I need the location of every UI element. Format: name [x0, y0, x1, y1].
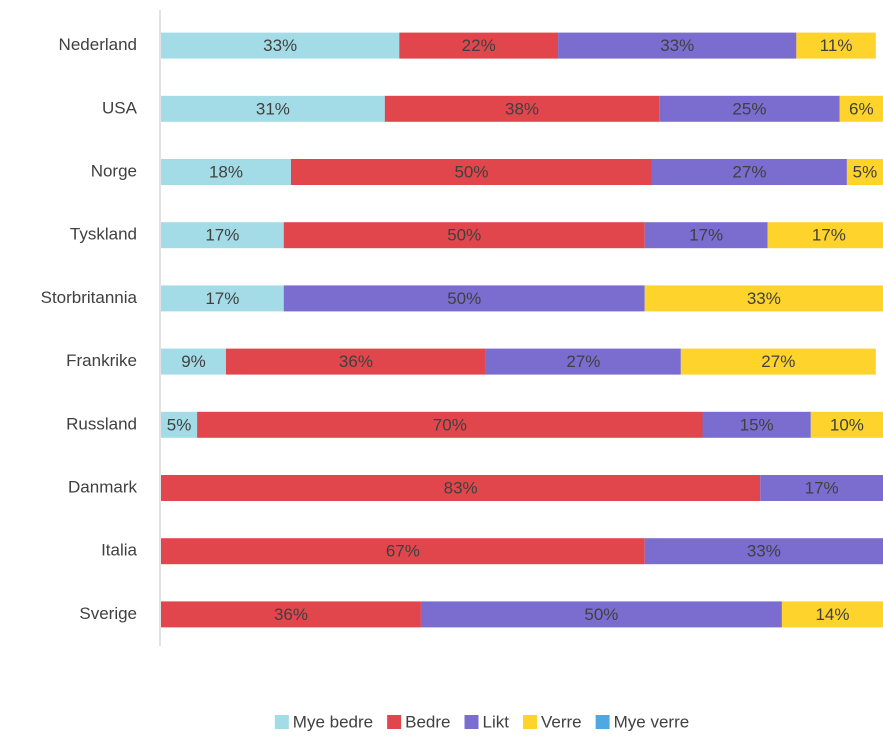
data-label: 15% [740, 415, 774, 434]
legend-swatch [274, 715, 289, 729]
y-tick-label: USA [102, 98, 138, 117]
bar-segment [420, 601, 782, 628]
bar-segment [283, 285, 645, 312]
legend-label: Mye verre [614, 712, 690, 731]
bar-segment [399, 32, 559, 59]
data-label: 50% [447, 226, 481, 245]
bar-segment [161, 32, 400, 59]
legend-swatch [595, 715, 610, 729]
data-label: 50% [454, 162, 488, 181]
y-tick-label: Storbritannia [41, 288, 138, 307]
bar-segment [767, 222, 883, 249]
legend-label: Likt [483, 712, 510, 731]
legend-label: Mye bedre [293, 712, 373, 731]
data-label: 18% [209, 162, 243, 181]
data-label: 22% [462, 36, 496, 55]
bar-segment [781, 601, 883, 628]
data-label: 33% [747, 542, 781, 561]
bar-segment [702, 411, 811, 438]
bar-segment [161, 538, 645, 565]
data-label: 67% [386, 542, 420, 561]
data-label: 50% [447, 289, 481, 308]
data-label: 9% [181, 352, 206, 371]
bar-segment [644, 538, 883, 565]
data-label: 27% [566, 352, 600, 371]
bar-segment [161, 348, 226, 375]
data-label: 14% [815, 605, 849, 624]
legend-label: Bedre [405, 712, 450, 731]
y-tick-label: Frankrike [66, 351, 137, 370]
bar-segment [283, 222, 645, 249]
bar-segment [485, 348, 681, 375]
bar-segment [644, 222, 768, 249]
bar-segment [161, 95, 385, 122]
data-label: 17% [805, 478, 839, 497]
y-tick-label: Italia [101, 541, 137, 560]
bar-segment [161, 475, 761, 501]
bar-segment [659, 95, 840, 122]
y-tick-label: Russland [66, 414, 137, 433]
data-label: 33% [660, 36, 694, 55]
data-label: 17% [205, 226, 239, 245]
data-label: 36% [339, 352, 373, 371]
data-label: 50% [584, 605, 618, 624]
legend: Mye bedre Bedre Likt Verre Mye verre [274, 712, 690, 731]
y-tick-label: Tyskland [70, 225, 137, 244]
data-label: 17% [812, 226, 846, 245]
bar-segment [161, 285, 284, 312]
bar-segment [558, 32, 797, 59]
bar-segment [290, 159, 652, 185]
bar-segment [644, 285, 883, 312]
bar-segment [810, 411, 883, 438]
data-label: 6% [849, 99, 874, 118]
legend-swatch [464, 715, 479, 729]
data-label: 33% [747, 289, 781, 308]
bar-segment [680, 348, 876, 375]
bar-segment [651, 159, 847, 185]
data-label: 27% [761, 352, 795, 371]
y-tick-label: Sverige [79, 604, 137, 623]
bar-segment [839, 95, 883, 122]
data-label: 27% [732, 162, 766, 181]
bar-segment [384, 95, 660, 122]
legend-label: Verre [541, 712, 582, 731]
y-tick-label: Nederland [59, 35, 137, 54]
legend-swatch [387, 715, 402, 729]
data-label: 5% [853, 162, 878, 181]
legend-swatch [522, 715, 537, 729]
data-label: 17% [205, 289, 239, 308]
data-label: 11% [820, 36, 853, 55]
data-label: 33% [263, 36, 297, 55]
y-tick-label: Danmark [68, 477, 137, 496]
data-label: 38% [505, 99, 539, 118]
bar-segment [161, 159, 291, 185]
data-label: 25% [732, 99, 766, 118]
data-label: 17% [689, 226, 723, 245]
bar-segment [796, 32, 876, 59]
data-label: 10% [830, 415, 864, 434]
bar-segment [197, 411, 703, 438]
data-label: 70% [433, 415, 467, 434]
bar-segment [225, 348, 486, 375]
data-label: 83% [444, 478, 478, 497]
bar-segment [161, 411, 198, 438]
data-label: 36% [274, 605, 308, 624]
y-tick-label: Norge [91, 161, 137, 180]
data-label: 31% [256, 99, 290, 118]
bar-segment [846, 159, 883, 185]
bar-segment [760, 475, 883, 501]
data-label: 5% [167, 415, 192, 434]
bar-segment [161, 601, 421, 628]
bar-segment [161, 222, 284, 249]
